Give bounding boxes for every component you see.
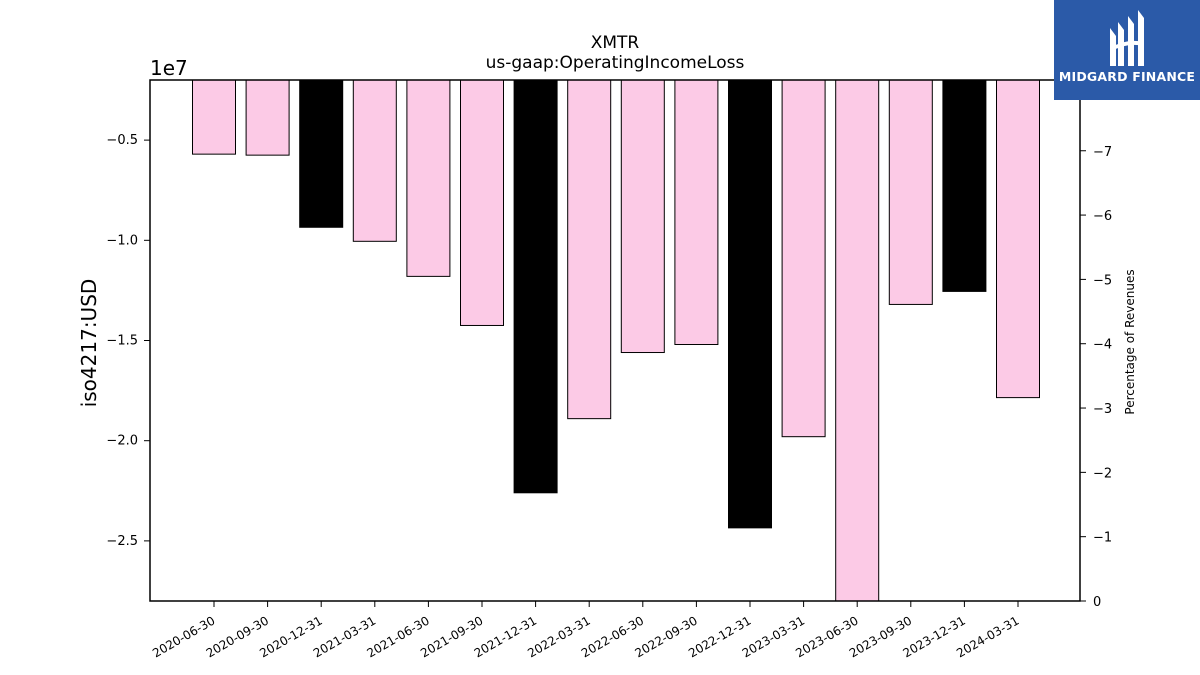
bar (996, 79, 1040, 399)
chart-subtitle: us-gaap:OperatingIncomeLoss (486, 53, 745, 73)
y2-tick-label: −5 (1093, 273, 1112, 288)
mf-monogram-icon (1110, 10, 1144, 66)
y2-tick-label: −7 (1093, 145, 1112, 160)
bar (513, 79, 558, 494)
bar (299, 79, 344, 228)
bar (460, 79, 504, 326)
y2-tick-label: −3 (1093, 402, 1112, 417)
y-tick-label: −2.5 (106, 534, 138, 549)
plot-frame (149, 79, 1081, 602)
y-tick-label: −2.0 (106, 434, 138, 449)
bar (245, 79, 290, 156)
y2-tick-label: −6 (1093, 209, 1112, 224)
y-axis-exponent: 1e7 (150, 56, 188, 80)
bar (942, 79, 987, 292)
y2-axis: 0−1−2−3−4−5−6−7−8 (1080, 80, 1112, 610)
chart-title: XMTR (591, 33, 640, 53)
bar (674, 79, 719, 346)
bar (192, 79, 236, 155)
y2-tick-label: −1 (1093, 531, 1112, 546)
y2-tick-label: −4 (1093, 338, 1112, 353)
bar (567, 79, 612, 420)
brand-name: MIDGARD FINANCE (1058, 69, 1196, 84)
bar (835, 79, 880, 602)
y-tick-label: −1.0 (106, 233, 138, 248)
y-tick-label: −1.5 (106, 334, 138, 349)
x-axis: 2020-06-302020-09-302020-12-312021-03-31… (150, 601, 1022, 660)
bar (406, 79, 451, 277)
y2-axis-label: Percentage of Revenues (1123, 269, 1137, 414)
y2-tick-label: −2 (1093, 466, 1112, 481)
bar (352, 79, 397, 242)
bar (781, 79, 826, 438)
bar (888, 79, 933, 305)
y-axis: −0.5 −1.0 −1.5 −2.0 −2.5 (106, 133, 150, 549)
y-axis-label: iso4217:USD (77, 279, 101, 408)
y-tick-label: −0.5 (106, 133, 138, 148)
y2-tick-label: 0 (1093, 595, 1101, 610)
bar (620, 79, 665, 354)
bars-group (192, 79, 1040, 602)
bar (728, 79, 772, 529)
brand-logo: MIDGARD FINANCE (1054, 0, 1200, 100)
